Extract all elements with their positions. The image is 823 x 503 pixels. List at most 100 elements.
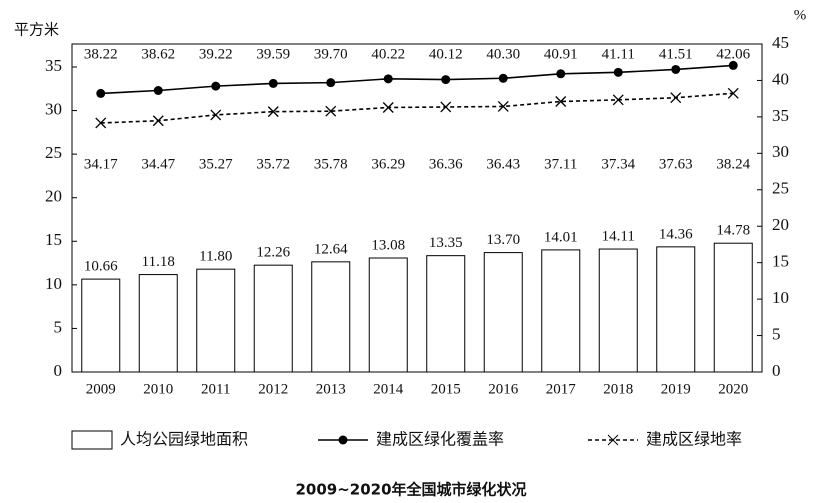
marker — [497, 101, 509, 112]
data-label: 38.22 — [84, 46, 118, 62]
data-label: 12.26 — [256, 245, 290, 261]
data-label: 40.91 — [544, 46, 578, 62]
x-tick-label: 2020 — [718, 381, 748, 397]
marker-stroke — [555, 96, 567, 107]
legend-label: 建成区绿地率 — [646, 430, 742, 449]
x-tick-label: 2018 — [603, 381, 633, 397]
bar — [483, 252, 523, 373]
marker-stroke — [382, 102, 394, 113]
marker — [555, 96, 567, 107]
data-label: 14.01 — [544, 229, 578, 245]
series-line — [100, 64, 734, 95]
x-tick-label: 2012 — [258, 381, 288, 397]
data-label: 35.78 — [314, 156, 348, 172]
marker — [613, 67, 623, 77]
data-label: 39.59 — [256, 46, 290, 62]
y2-tick-label: 30 — [772, 142, 789, 161]
data-label: 40.12 — [429, 46, 463, 62]
data-label: 36.36 — [429, 156, 463, 172]
marker — [612, 94, 624, 106]
bar — [541, 249, 581, 373]
bar — [426, 255, 466, 373]
x-tick-label: 2013 — [316, 381, 346, 397]
marker-stroke — [95, 117, 107, 129]
marker — [152, 115, 164, 127]
marker — [96, 88, 106, 98]
bar — [656, 246, 696, 373]
y2-axis-label: % — [794, 7, 807, 23]
marker — [268, 78, 278, 88]
marker-stroke — [440, 101, 452, 113]
legend-marker — [607, 434, 619, 446]
marker — [211, 81, 221, 91]
marker-stroke — [670, 92, 682, 104]
bar — [311, 261, 351, 373]
y-axis-label: 平方米 — [14, 21, 59, 39]
marker — [267, 106, 279, 118]
data-label: 11.18 — [142, 254, 175, 270]
legend-marker — [338, 435, 348, 445]
data-label: 37.63 — [659, 156, 693, 172]
x-tick-label: 2009 — [86, 381, 116, 397]
marker — [95, 117, 107, 129]
data-label: 37.11 — [544, 156, 577, 172]
bar — [598, 248, 638, 373]
data-label: 41.51 — [659, 46, 693, 62]
y2-tick-label: 40 — [772, 69, 789, 88]
chart-title: 2009~2020年全国城市绿化状况 — [295, 481, 526, 499]
y2-tick-label: 5 — [772, 324, 781, 343]
data-label: 34.17 — [84, 156, 118, 172]
x-tick-label: 2010 — [143, 381, 173, 397]
x-tick-label: 2017 — [546, 381, 577, 397]
marker-stroke — [497, 101, 509, 112]
marker — [440, 101, 452, 113]
y2-tick-label: 25 — [772, 179, 789, 198]
y2-tick-label: 0 — [772, 361, 781, 380]
y-tick-label: 10 — [45, 274, 62, 293]
data-label: 40.30 — [486, 46, 520, 62]
x-tick-label: 2015 — [431, 381, 461, 397]
marker-stroke — [267, 106, 279, 118]
data-label: 13.35 — [429, 235, 463, 251]
data-label: 35.27 — [199, 156, 233, 172]
y-tick-label: 5 — [54, 317, 63, 336]
marker — [727, 87, 739, 99]
data-label: 10.66 — [84, 259, 118, 275]
bar — [713, 242, 753, 373]
marker — [383, 74, 393, 84]
marker — [671, 64, 681, 74]
data-label: 36.43 — [486, 156, 520, 172]
y-tick-label: 30 — [45, 99, 62, 118]
series-line — [100, 92, 734, 124]
marker — [556, 69, 566, 79]
data-label: 42.06 — [716, 46, 750, 62]
data-label: 40.22 — [371, 46, 405, 62]
data-label: 38.62 — [141, 46, 175, 62]
data-label: 13.70 — [486, 232, 520, 248]
bar — [368, 257, 408, 373]
legend-label: 建成区绿化覆盖率 — [376, 430, 504, 449]
y2-tick-label: 20 — [772, 215, 789, 234]
data-label: 14.36 — [659, 226, 693, 242]
y-tick-label: 35 — [45, 56, 62, 75]
bar — [253, 264, 293, 373]
y2-tick-label: 35 — [772, 106, 789, 125]
plot-frame — [71, 43, 763, 373]
data-label: 35.72 — [256, 156, 290, 172]
marker-stroke — [727, 87, 739, 99]
marker — [382, 102, 394, 113]
marker — [728, 60, 738, 70]
data-label: 14.11 — [602, 228, 635, 244]
marker — [210, 109, 222, 121]
y-tick-label: 20 — [45, 187, 62, 206]
marker-stroke — [152, 115, 164, 127]
marker-stroke — [612, 94, 624, 106]
legend-label: 人均公园绿地面积 — [120, 430, 248, 449]
data-label: 39.22 — [199, 46, 233, 62]
y2-tick-label: 15 — [772, 252, 789, 271]
data-label: 34.47 — [141, 156, 175, 172]
data-label: 39.70 — [314, 46, 348, 62]
marker-stroke — [325, 105, 337, 117]
x-tick-label: 2011 — [201, 381, 230, 397]
